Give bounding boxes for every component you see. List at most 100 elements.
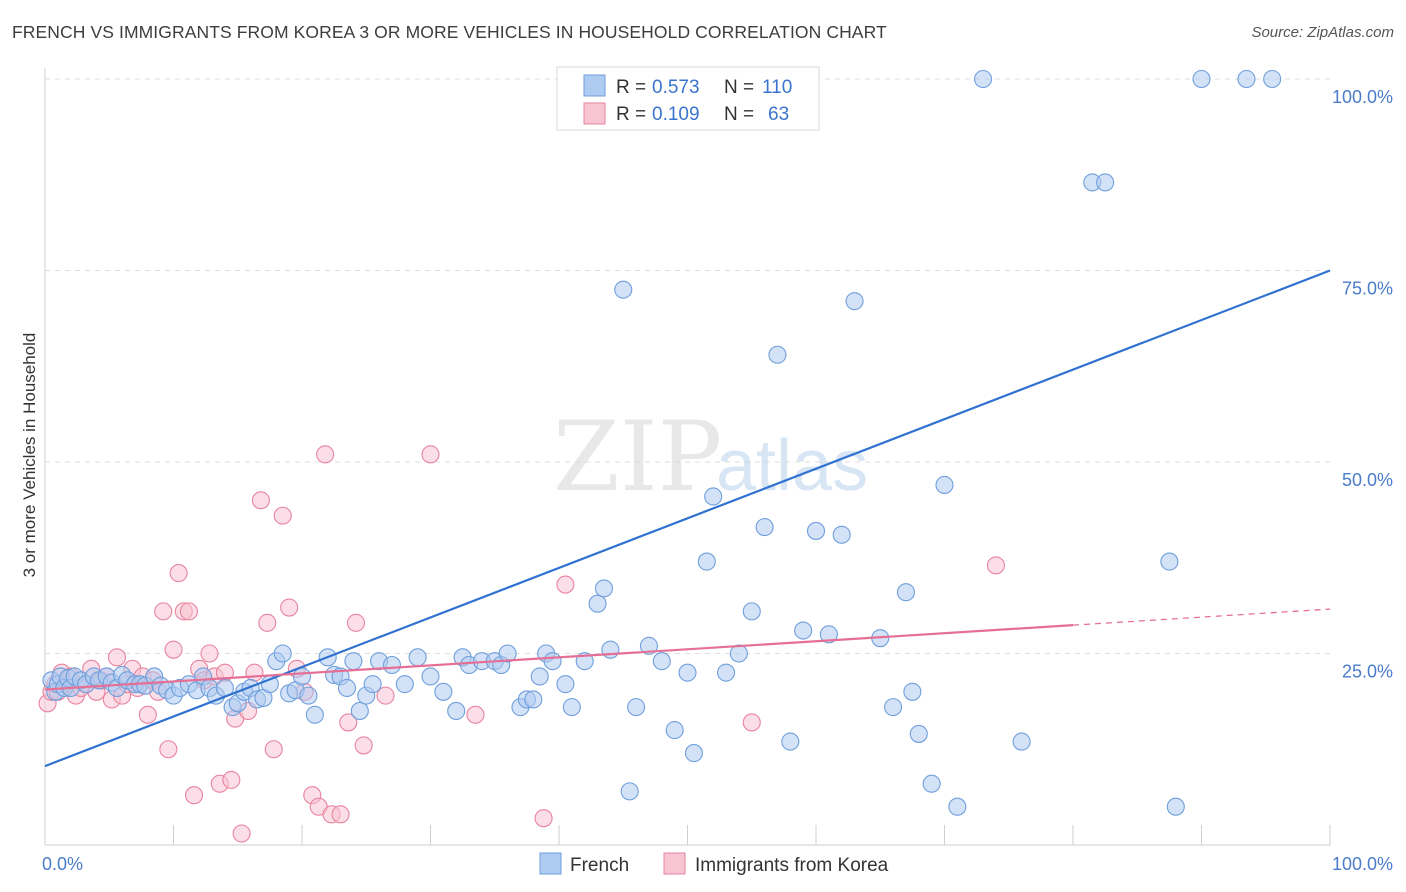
tick-labels: 25.0% 50.0% 75.0% 100.0% 0.0% 100.0% — [42, 87, 1393, 874]
y-tick-label: 50.0% — [1342, 470, 1393, 490]
french-point — [292, 667, 312, 686]
legend-swatch-french — [583, 74, 606, 97]
french-point — [337, 678, 357, 698]
french-point — [543, 652, 562, 671]
korea-point — [421, 445, 440, 464]
french-point — [697, 552, 716, 571]
series-legend-label-korea: Immigrants from Korea — [695, 855, 889, 876]
korea-point — [138, 705, 157, 724]
korea-trend-line — [44, 624, 1074, 691]
french-point — [1237, 69, 1256, 89]
korea-point — [245, 663, 264, 682]
korea-point — [339, 713, 358, 732]
chart-source: Source: ZipAtlas.com — [1251, 24, 1394, 41]
french-point — [678, 663, 697, 682]
korea-point — [742, 713, 761, 732]
korea-point — [159, 740, 178, 759]
legend-r-value-korea: 0.109 — [652, 104, 700, 125]
french-point — [922, 774, 941, 793]
french-point — [344, 652, 363, 671]
korea-point — [280, 598, 299, 617]
y-tick-label: 25.0% — [1342, 662, 1393, 682]
french-point — [382, 655, 402, 675]
korea-point — [154, 602, 173, 621]
french-point — [363, 675, 382, 694]
french-point — [704, 487, 723, 506]
korea-point — [986, 556, 1005, 575]
korea-point — [556, 575, 575, 594]
korea-point — [200, 644, 219, 663]
y-tick-label: 75.0% — [1342, 279, 1393, 299]
french-point — [530, 667, 549, 686]
french-point — [627, 698, 646, 717]
french-point — [524, 690, 543, 709]
legend-n-label-korea: N = — [724, 104, 754, 125]
legend-r-label-korea: R = — [616, 104, 646, 125]
french-point — [639, 636, 659, 655]
french-point — [273, 644, 292, 663]
axes-layer — [44, 68, 1331, 846]
french-point — [305, 705, 324, 724]
legend-n-value-korea: 63 — [768, 104, 789, 125]
french-point — [884, 698, 903, 717]
french-point — [909, 724, 928, 743]
french-point — [845, 292, 864, 311]
french-point — [755, 518, 774, 537]
korea-point — [232, 824, 251, 843]
korea-point — [107, 648, 127, 667]
korea-point — [164, 640, 183, 659]
french-point — [1263, 69, 1282, 89]
french-point — [684, 744, 703, 763]
watermark-zip: ZIP — [553, 401, 722, 513]
french-point — [716, 663, 736, 682]
korea-point — [376, 686, 395, 705]
korea-point — [179, 602, 198, 621]
french-point — [498, 644, 517, 663]
watermark-atlas: atlas — [716, 426, 868, 506]
french-trend-line — [44, 269, 1331, 768]
legend-r-value-french: 0.573 — [652, 77, 700, 98]
french-point — [556, 675, 575, 694]
korea-trend-line-dashed — [1072, 608, 1331, 626]
legend-swatch-korea — [583, 102, 606, 125]
french-point — [594, 579, 614, 598]
korea-point — [354, 736, 373, 755]
correlation-legend: R = 0.573 N = 110 R = 0.109 N = 63 — [556, 66, 820, 131]
series-legend-swatch-korea — [663, 852, 686, 875]
french-point — [395, 675, 414, 694]
legend-r-label-french: R = — [616, 77, 646, 98]
series-legend: French Immigrants from Korea — [539, 852, 889, 876]
french-point — [1160, 552, 1179, 571]
french-point — [896, 583, 916, 602]
french-point — [614, 280, 633, 299]
french-point — [781, 732, 800, 751]
french-point — [1192, 69, 1211, 89]
french-point — [447, 701, 466, 721]
x-tick-label: 100.0% — [1332, 854, 1393, 874]
french-point — [421, 667, 440, 686]
french-point — [903, 682, 922, 701]
watermark: ZIP atlas — [553, 401, 868, 513]
y-axis-title: 3 or more Vehicles in Household — [20, 333, 39, 578]
korea-point — [273, 506, 292, 525]
korea-point — [251, 491, 270, 510]
french-point — [935, 475, 954, 495]
french-point — [601, 640, 620, 659]
french-point — [588, 594, 607, 613]
korea-point — [466, 705, 485, 724]
french-point — [620, 782, 639, 801]
french-point — [1012, 732, 1031, 751]
french-points — [42, 69, 1282, 816]
french-point — [1166, 797, 1185, 816]
french-point — [742, 602, 761, 621]
y-tick-label: 100.0% — [1332, 87, 1393, 107]
chart-title: FRENCH VS IMMIGRANTS FROM KOREA 3 OR MOR… — [12, 22, 887, 42]
french-point — [794, 621, 813, 640]
korea-point — [258, 613, 277, 632]
french-point — [729, 644, 748, 663]
series-legend-swatch-french — [539, 852, 562, 875]
grid-layer — [45, 78, 1330, 654]
french-point — [832, 525, 851, 544]
french-point — [973, 69, 993, 89]
french-point — [652, 652, 671, 671]
